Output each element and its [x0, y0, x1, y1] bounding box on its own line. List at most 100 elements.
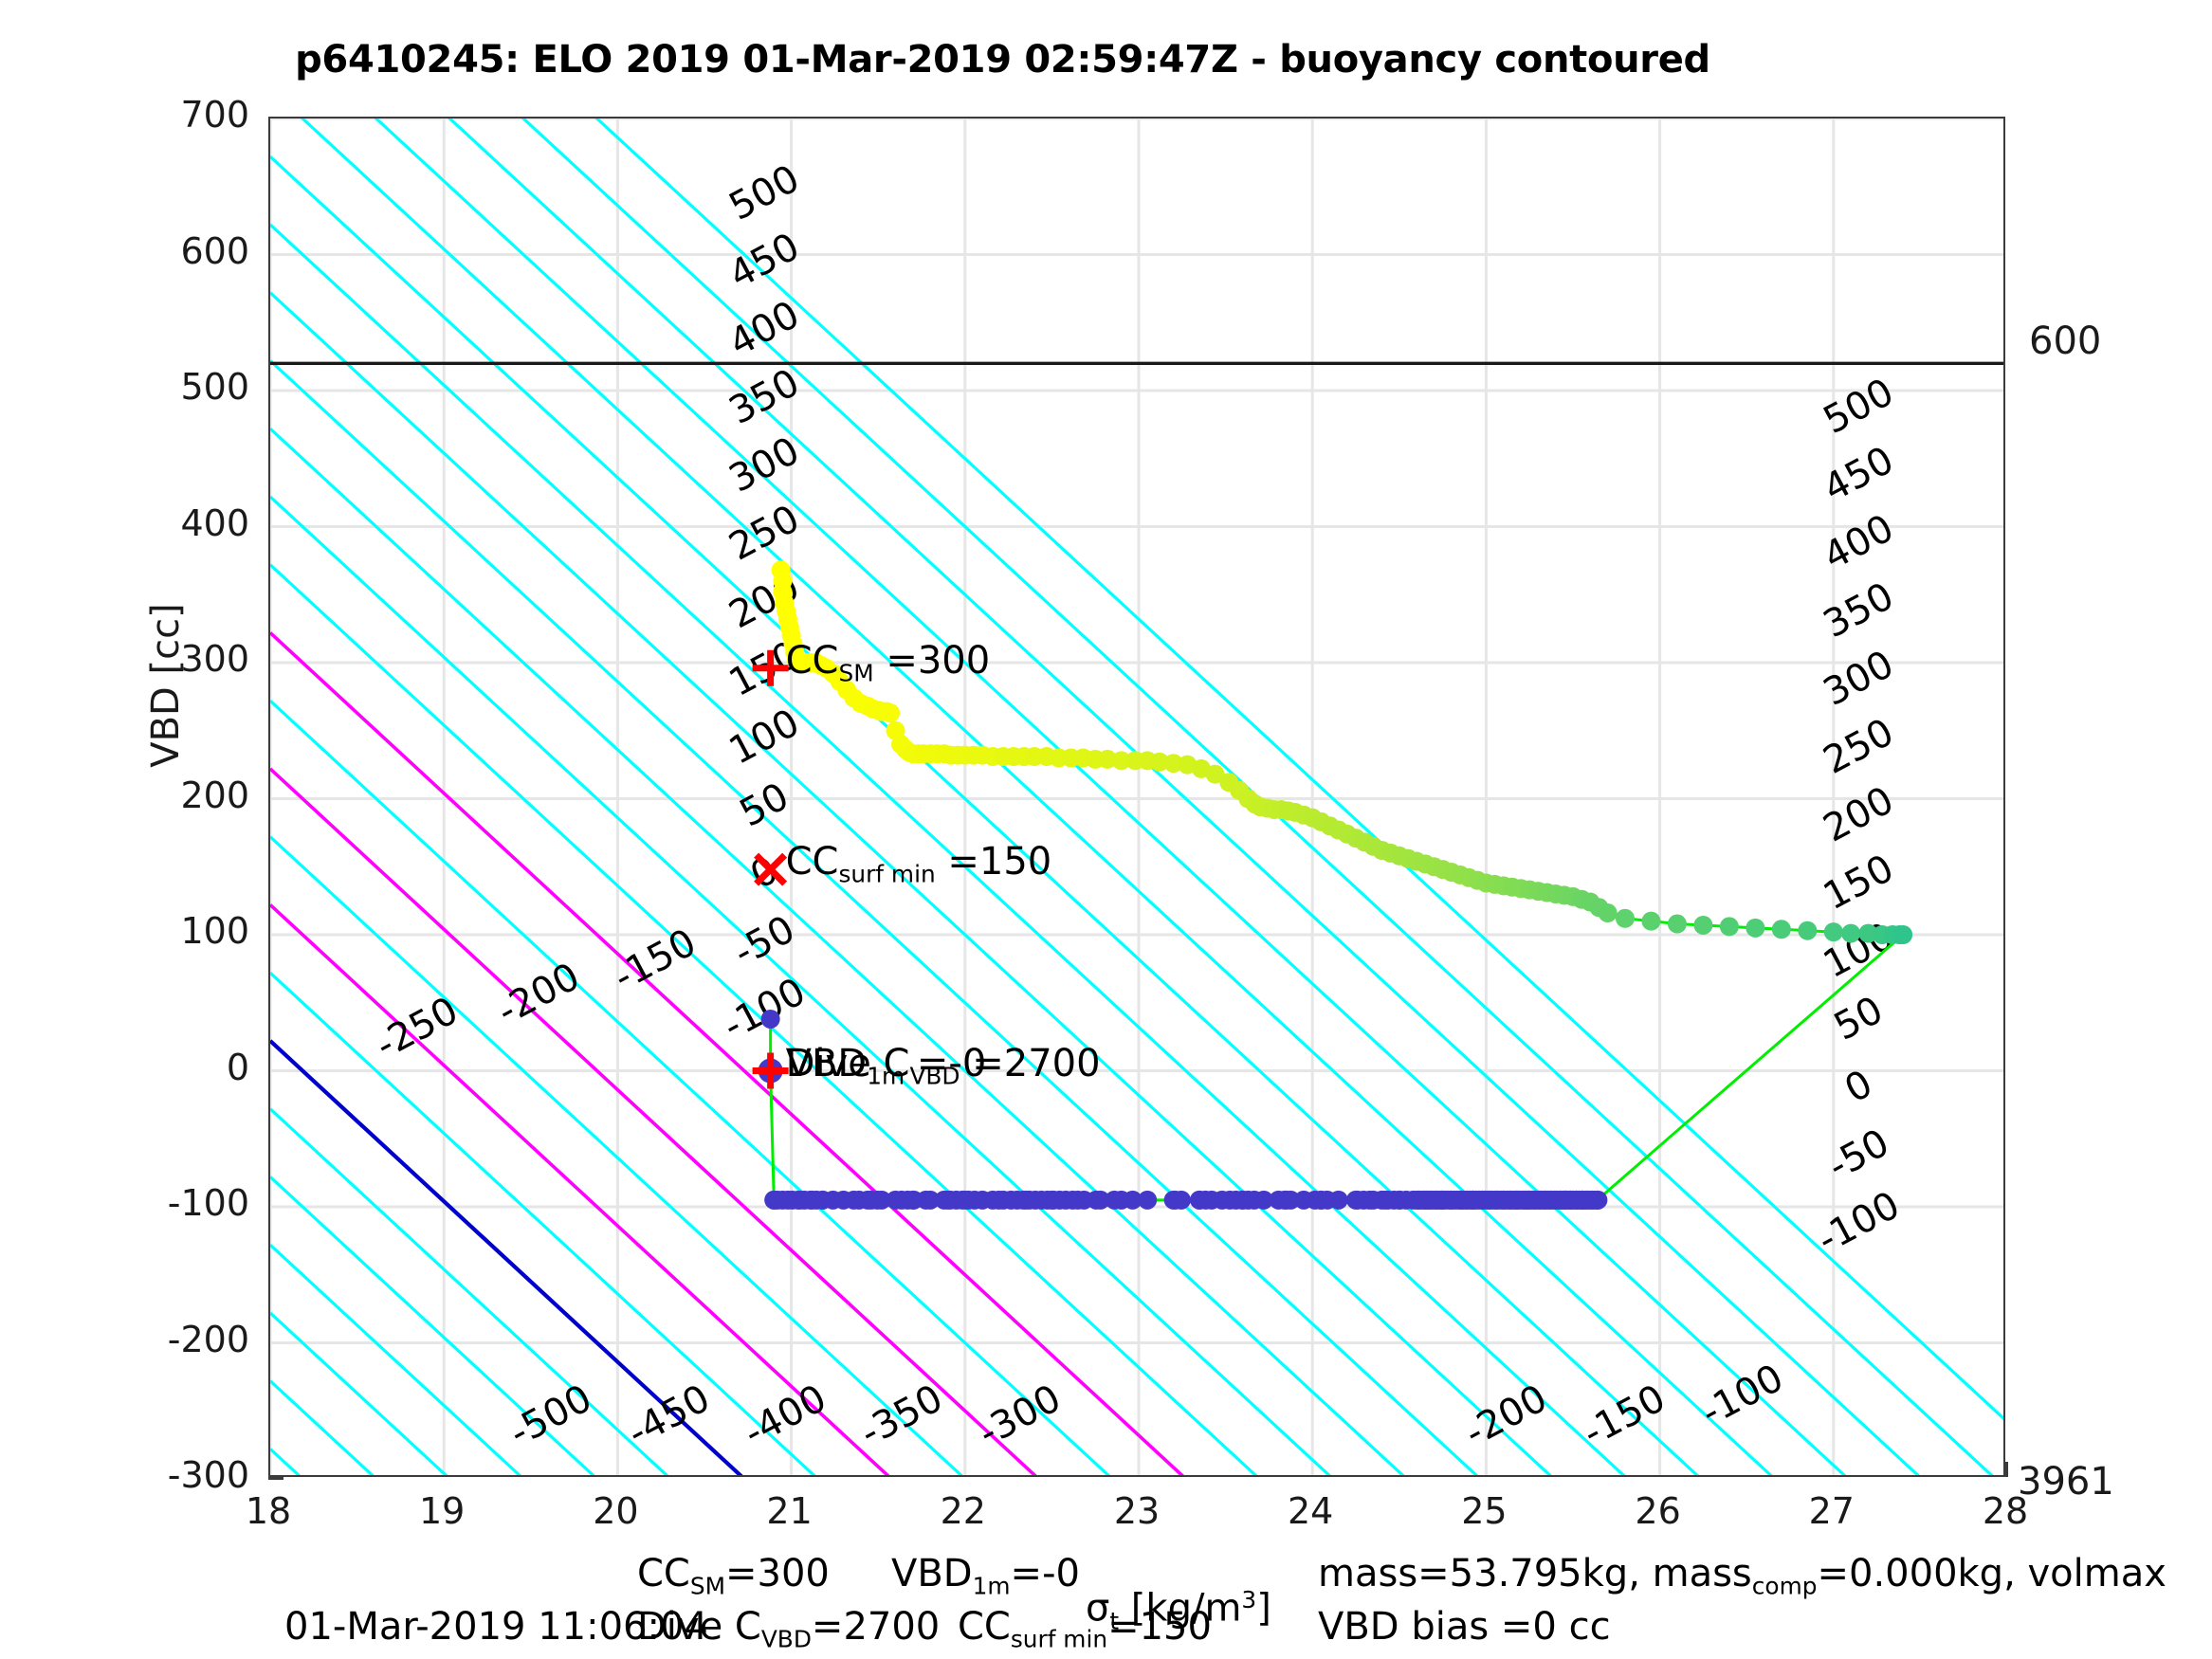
x-axis-label-sub: t — [1109, 1607, 1119, 1634]
y-tick-label: 500 — [117, 366, 249, 408]
x-axis-label-close: ] — [1256, 1587, 1271, 1631]
dive-point — [1746, 919, 1764, 938]
page-title: p6410245: ELO 2019 01-Mar-2019 02:59:47Z… — [0, 38, 2005, 82]
x-axis-label-sigma: σ — [1086, 1587, 1109, 1631]
dive-point — [1720, 917, 1739, 936]
annotation-dive-cvbd-sub: VBD — [909, 1062, 960, 1089]
contour-label: 50 — [733, 775, 796, 836]
climb-point — [1318, 1191, 1337, 1210]
contour-label: -100 — [716, 970, 813, 1048]
climb-point — [764, 1191, 783, 1210]
contour-label: -100 — [1694, 1357, 1791, 1435]
contour-label: 150 — [1817, 847, 1901, 919]
y-tick-label: 600 — [117, 230, 249, 272]
dive-point — [1693, 916, 1712, 935]
x-tick-label: 18 — [211, 1490, 325, 1532]
climb-point — [917, 1191, 936, 1210]
annotation-dive-cvbd-main: Dive C — [786, 1042, 910, 1085]
contour-label: 500 — [722, 156, 807, 228]
x-tick-label: 25 — [1427, 1490, 1541, 1532]
annotation-cc-surf-value: =150 — [936, 840, 1052, 884]
caption-cc-surf-main: CC — [958, 1605, 1011, 1649]
dive-point — [1772, 920, 1791, 939]
contour-label-600: 600 — [2029, 319, 2101, 363]
y-tick-label: 700 — [117, 94, 249, 136]
caption-cc-sm-main: CC — [637, 1552, 690, 1595]
x-tick-label: 24 — [1253, 1490, 1367, 1532]
contour-label: 50 — [1827, 988, 1891, 1049]
x-axis-label-units: [kg/m — [1119, 1587, 1241, 1631]
contour-label: -300 — [972, 1376, 1069, 1455]
y-tick-label: 300 — [117, 638, 249, 680]
y-tick-label: -200 — [117, 1319, 249, 1360]
x-tick-label: 23 — [1080, 1490, 1194, 1532]
climb-point — [965, 1191, 984, 1210]
annotation-cc-surf-sub: surf min — [838, 861, 935, 888]
y-tick-label: 400 — [117, 502, 249, 544]
caption-cc-sm-sub: SM — [690, 1573, 725, 1600]
plot-area: 500450400350300250200150100500-50-100-25… — [268, 117, 2005, 1477]
y-axis-label: VBD [cc] — [144, 496, 188, 875]
annotation-dive-cvbd-value: =2700 — [960, 1042, 1101, 1085]
x-tick-label: 22 — [906, 1490, 1020, 1532]
caption-dive-cvbd: Dive CVBD=2700 — [637, 1608, 940, 1651]
contour-label: -450 — [621, 1376, 718, 1455]
caption-vbd-1m-val: =-0 — [1011, 1552, 1080, 1595]
contour-label: 250 — [1817, 710, 1901, 782]
y-tick-mark — [268, 1477, 283, 1480]
contour-label: 350 — [722, 361, 807, 433]
contour-label: 400 — [1817, 506, 1901, 578]
contour-label: -200 — [1458, 1376, 1555, 1455]
contour-label: 350 — [1817, 574, 1901, 647]
annotation-cc-surf-main: CC — [786, 840, 839, 884]
y-tick-label: 200 — [117, 775, 249, 816]
caption-vbd-1m-sub: 1m — [973, 1573, 1011, 1600]
x-tick-label: 20 — [558, 1490, 672, 1532]
caption-mass-sub: comp — [1752, 1573, 1818, 1600]
dive-point — [1798, 921, 1817, 940]
dive-point — [1599, 903, 1618, 922]
contour-label: 500 — [1817, 371, 1901, 443]
caption-mass-main: mass=53.795kg, mass — [1318, 1552, 1752, 1595]
x-tick-label: 27 — [1775, 1490, 1889, 1532]
x-axis-label: σt [kg/m3] — [1086, 1589, 1271, 1633]
caption-cc-sm: CCSM=300 — [637, 1555, 830, 1598]
caption-dive-main: Dive C — [637, 1605, 761, 1649]
y-tick-label: -100 — [117, 1182, 249, 1224]
x-tick-label: 19 — [385, 1490, 499, 1532]
plot-canvas: 500450400350300250200150100500-50-100-25… — [270, 118, 2005, 1477]
contour-label: 300 — [1817, 643, 1901, 715]
contour-label: 450 — [1817, 438, 1901, 510]
caption-cc-sm-val: =300 — [725, 1552, 830, 1595]
dive-point — [1616, 909, 1635, 928]
climb-point — [761, 1010, 780, 1029]
climb-point — [1087, 1191, 1106, 1210]
contour-label: -200 — [490, 955, 587, 1033]
caption-vbd-1m: VBD1m=-0 — [891, 1555, 1080, 1598]
dive-point — [1824, 922, 1843, 941]
climb-point — [1172, 1191, 1191, 1210]
caption-mass: mass=53.795kg, masscomp=0.000kg, volmax — [1318, 1555, 2166, 1598]
contour-label: 250 — [722, 497, 807, 569]
climb-point — [1105, 1191, 1124, 1210]
y-tick-label: 100 — [117, 910, 249, 952]
contour-label: -400 — [737, 1376, 833, 1455]
climb-point — [1281, 1191, 1300, 1210]
corner-label-3961: 3961 — [2018, 1460, 2114, 1504]
climb-point — [814, 1191, 832, 1210]
contour-label: -150 — [1576, 1376, 1673, 1455]
caption-vbd-1m-main: VBD — [891, 1552, 973, 1595]
annotation-cc-sm-value: =300 — [874, 639, 991, 683]
caption-dive-sub: VBD — [761, 1626, 812, 1653]
annotation-cc-sm-sub: SM — [838, 659, 873, 686]
climb-point — [1245, 1191, 1264, 1210]
dive-point — [1841, 924, 1860, 943]
x-axis-label-exp: 3 — [1241, 1586, 1256, 1613]
annotation-cc-sm-main: CC — [786, 639, 839, 683]
figure-root: p6410245: ELO 2019 01-Mar-2019 02:59:47Z… — [0, 0, 2212, 1659]
contour-label: -100 — [1810, 1183, 1907, 1262]
caption-vbd-bias: VBD bias =0 cc — [1318, 1608, 1611, 1646]
dive-point — [1641, 912, 1660, 931]
contour-label: 0 — [1837, 1062, 1879, 1112]
dive-point — [1893, 925, 1912, 944]
